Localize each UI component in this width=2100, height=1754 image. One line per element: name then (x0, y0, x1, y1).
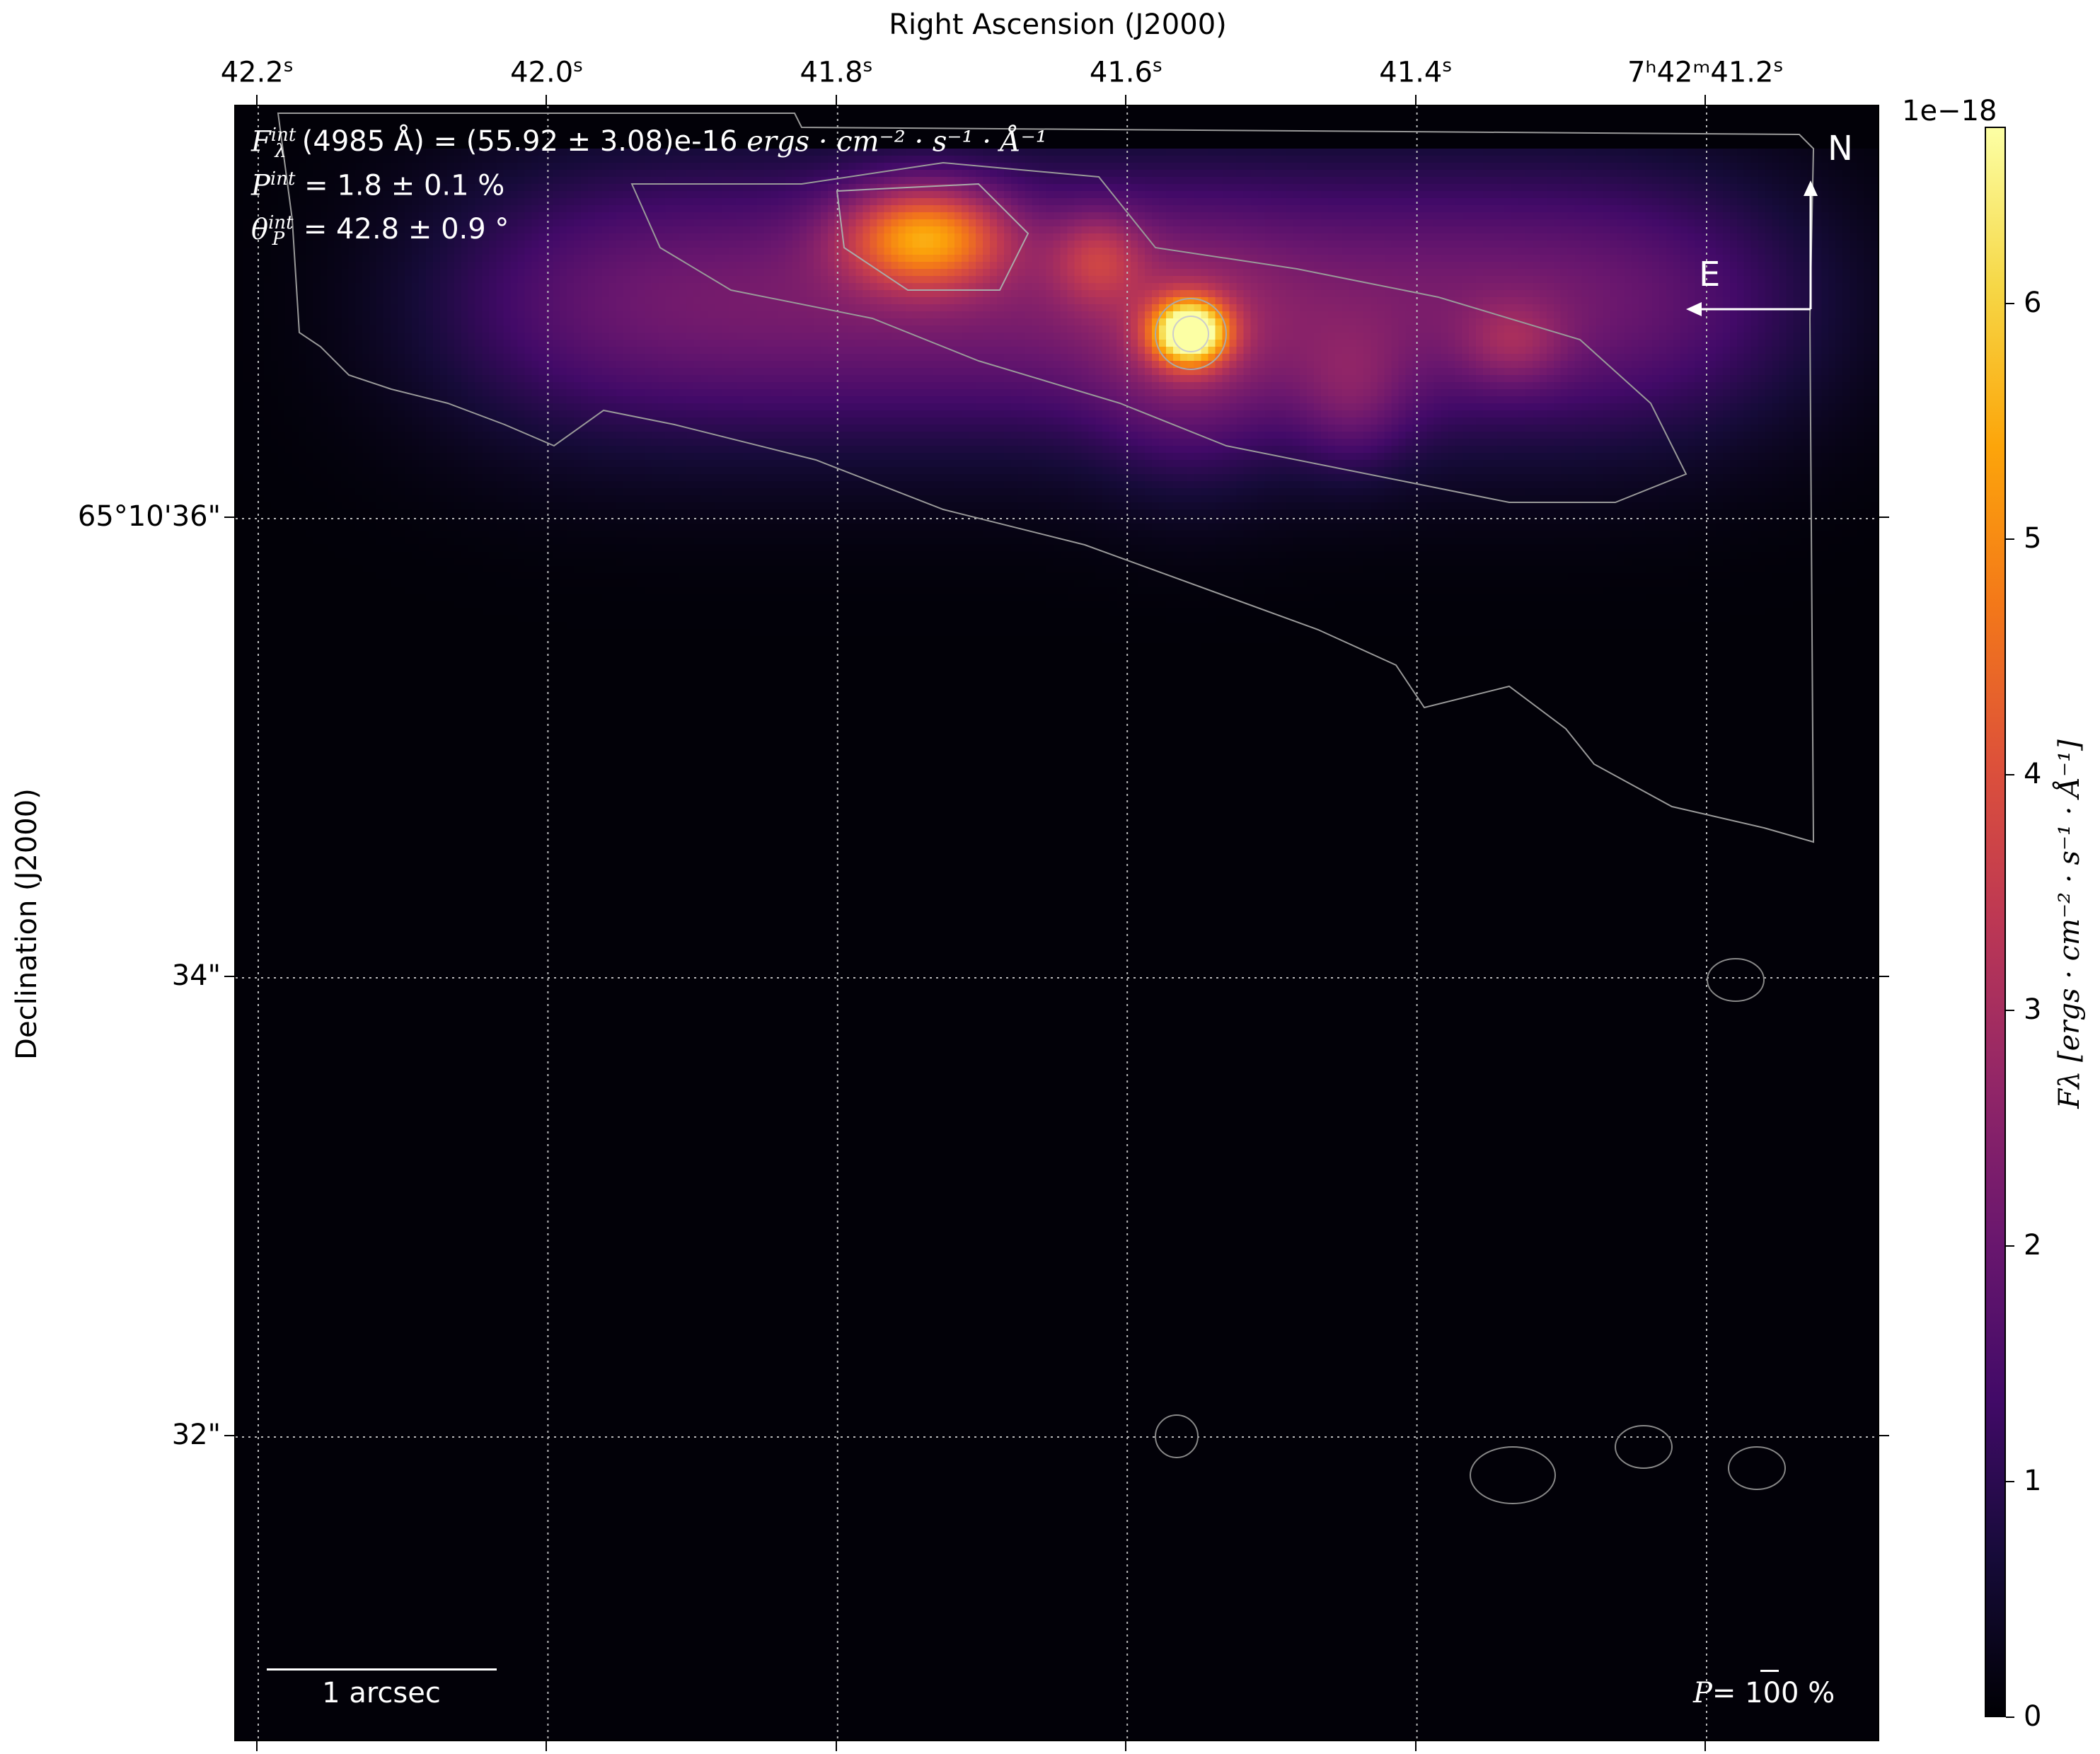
y-tick-label: 65°10'36" (77, 500, 221, 533)
x-tick-sup: s (573, 55, 583, 76)
flux-text: (4985 Å) = (55.92 ± 3.08)e-16 (301, 125, 747, 158)
pol-scale-label: P= 100 % (1693, 1677, 1835, 1709)
noise-contour (1728, 1446, 1786, 1490)
x-tick-base: 7ʰ42ᵐ41.2 (1627, 56, 1774, 89)
scale-bar (267, 1668, 497, 1671)
x-tick-base: 41.6 (1089, 56, 1153, 89)
source-contour-outer (1155, 298, 1227, 370)
x-tick-mark (256, 95, 258, 105)
x-tick-sup: s (1152, 55, 1162, 76)
colorbar-tick (2006, 773, 2014, 775)
flux-unit: ergs · cm⁻² · s⁻¹ · Å⁻¹ (746, 125, 1047, 158)
x-tick-label: 42.2s (221, 55, 294, 88)
overlay (236, 106, 1878, 1740)
x-tick-label: 42.0s (510, 55, 583, 88)
x-tick-mark (256, 1741, 258, 1751)
colorbar-offset: 1e−18 (1902, 95, 1997, 127)
y-tick-mark (1879, 1435, 1889, 1436)
x-tick-mark (546, 95, 548, 105)
polarization-annotation: Pint = 1.8 ± 0.1 % (251, 168, 504, 202)
colorbar-tick (2006, 1480, 2014, 1482)
y-axis-title: Declination (J2000) (11, 788, 43, 1060)
pol-scale-symbol: P (1693, 1677, 1712, 1709)
x-tick-mark (1125, 95, 1127, 105)
x-tick-base: 41.4 (1379, 56, 1443, 89)
x-tick-mark (1414, 95, 1417, 105)
x-tick-label: 7ʰ42ᵐ41.2s (1627, 55, 1783, 88)
angle-symbol: θ (251, 213, 269, 246)
flux-symbol: F (251, 125, 271, 158)
x-tick-sup: s (1773, 55, 1784, 76)
colorbar-tick-label: 5 (2024, 521, 2042, 555)
y-tick-mark (1879, 517, 1889, 518)
pol-scale-text: = 100 % (1712, 1677, 1835, 1709)
colorbar-tick (2006, 1717, 2014, 1718)
colorbar (1985, 127, 2006, 1717)
angle-annotation: θintP = 42.8 ± 0.9 ° (251, 212, 509, 250)
pol-sup: int (270, 168, 296, 190)
heatmap-image (236, 106, 1878, 1740)
east-label: E (1699, 255, 1721, 294)
colorbar-label: Fλ [ergs · cm⁻² · s⁻¹ · Å⁻¹] (2053, 739, 2086, 1109)
x-tick-mark (1414, 1741, 1417, 1751)
colorbar-tick-label: 1 (2024, 1464, 2042, 1497)
x-axis-title: Right Ascension (J2000) (889, 8, 1227, 41)
colorbar-tick-label: 6 (2024, 286, 2042, 319)
angle-sup: int (268, 212, 294, 233)
angle-text: = 42.8 ± 0.9 ° (294, 213, 509, 246)
x-tick-sup: s (862, 55, 873, 76)
north-arrowhead (1804, 180, 1818, 196)
flux-sub: λ (275, 141, 287, 163)
mid-contour (630, 161, 1688, 503)
colorbar-tick-label: 4 (2024, 757, 2042, 790)
x-tick-mark (1125, 1741, 1127, 1751)
noise-contour (1707, 958, 1765, 1002)
colorbar-tick-label: 3 (2024, 993, 2042, 1026)
colorbar-tick (2006, 1009, 2014, 1011)
x-tick-sup: s (1442, 55, 1452, 76)
pol-symbol: P (251, 169, 270, 202)
x-tick-base: 41.8 (800, 56, 863, 89)
plot-area: Fintλ (4985 Å) = (55.92 ± 3.08)e-16 ergs … (234, 105, 1879, 1741)
y-tick-label: 32" (171, 1419, 221, 1451)
x-tick-label: 41.4s (1379, 55, 1452, 88)
noise-contour (1615, 1425, 1673, 1469)
flux-sup: int (270, 125, 296, 146)
x-tick-base: 42.0 (510, 56, 574, 89)
x-tick-mark (835, 95, 837, 105)
noise-contour (1470, 1446, 1556, 1504)
flux-annotation: Fintλ (4985 Å) = (55.92 ± 3.08)e-16 ergs … (251, 125, 1047, 162)
source-contour-inner (1172, 316, 1209, 352)
north-label: N (1828, 129, 1853, 168)
orange-contour (836, 183, 1029, 291)
y-tick-mark (1879, 976, 1889, 977)
pol-scale-vector (1760, 1670, 1779, 1672)
colorbar-tick-label: 2 (2024, 1228, 2042, 1262)
x-tick-mark (546, 1741, 548, 1751)
y-tick-mark (224, 976, 234, 977)
x-tick-base: 42.2 (220, 56, 284, 89)
x-tick-mark (1704, 95, 1706, 105)
y-tick-label: 34" (171, 959, 221, 992)
x-tick-mark (1704, 1741, 1706, 1751)
angle-sub: P (272, 229, 285, 250)
colorbar-tick (2006, 538, 2014, 540)
x-tick-mark (835, 1741, 837, 1751)
pol-text: = 1.8 ± 0.1 % (295, 169, 505, 202)
x-tick-sup: s (283, 55, 294, 76)
colorbar-tick-label: 0 (2024, 1700, 2042, 1733)
scale-bar-label: 1 arcsec (322, 1677, 441, 1709)
colorbar-tick (2006, 302, 2014, 304)
x-tick-label: 41.6s (1090, 55, 1162, 88)
x-tick-label: 41.8s (800, 55, 872, 88)
colorbar-tick (2006, 1245, 2014, 1247)
east-arrowhead (1686, 302, 1702, 316)
y-tick-mark (224, 1435, 234, 1436)
y-tick-mark (224, 517, 234, 518)
noise-contour (1155, 1414, 1199, 1458)
